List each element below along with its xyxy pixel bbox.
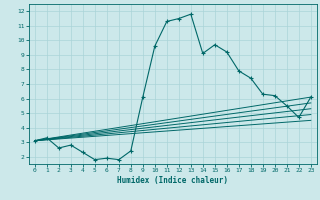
X-axis label: Humidex (Indice chaleur): Humidex (Indice chaleur) [117,176,228,185]
